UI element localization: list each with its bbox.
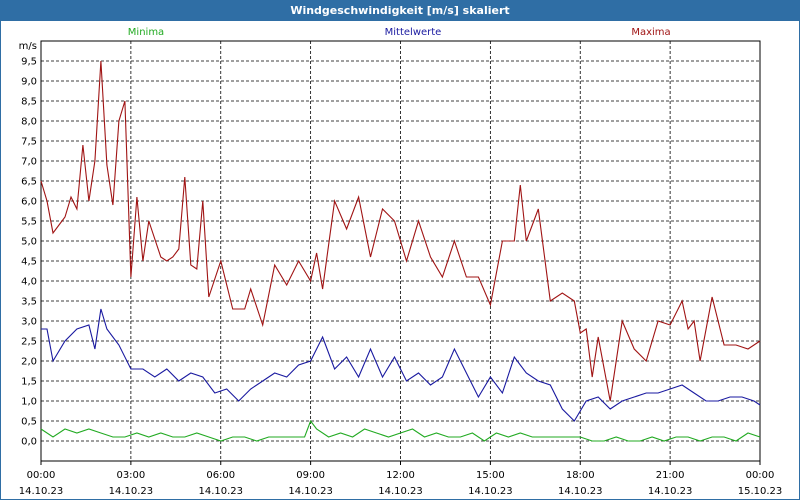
- y-tick-label: 4,0: [21, 277, 37, 288]
- x-tick-date: 14.10.23: [288, 486, 333, 497]
- y-tick-label: 9,5: [21, 57, 37, 68]
- y-tick-label: 8,5: [21, 97, 37, 108]
- y-tick-label: 6,5: [21, 177, 37, 188]
- x-tick-date: 14.10.23: [558, 486, 603, 497]
- x-tick-time: 06:00: [206, 470, 235, 481]
- series-line-mittelwerte: [41, 308, 761, 422]
- y-tick-label: 5,0: [21, 237, 37, 248]
- y-tick-label: 3,0: [21, 317, 37, 328]
- x-tick-time: 21:00: [656, 470, 685, 481]
- y-axis-label: m/s: [19, 41, 37, 52]
- y-tick-label: 5,5: [21, 217, 37, 228]
- x-tick-time: 00:00: [27, 470, 56, 481]
- y-tick-label: 4,5: [21, 257, 37, 268]
- y-tick-label: 9,0: [21, 77, 37, 88]
- x-tick-date: 14.10.23: [468, 486, 513, 497]
- x-tick-time: 03:00: [116, 470, 145, 481]
- y-tick-label: 2,0: [21, 357, 37, 368]
- y-tick-label: 2,5: [21, 337, 37, 348]
- x-tick-time: 00:00: [746, 470, 775, 481]
- y-tick-label: 8,0: [21, 117, 37, 128]
- x-tick-time: 12:00: [386, 470, 415, 481]
- x-tick-time: 18:00: [566, 470, 595, 481]
- series-line-minima: [40, 419, 761, 442]
- y-tick-label: 3,5: [21, 297, 37, 308]
- x-tick-time: 15:00: [476, 470, 505, 481]
- legend-mittelwerte: Mittelwerte: [385, 27, 442, 38]
- x-tick-date: 14.10.23: [198, 486, 243, 497]
- legend-maxima: Maxima: [631, 27, 670, 38]
- x-tick-date: 14.10.23: [109, 486, 154, 497]
- legend-minima: Minima: [128, 27, 164, 38]
- x-tick-date: 14.10.23: [378, 486, 423, 497]
- y-tick-label: 1,0: [21, 397, 37, 408]
- y-tick-label: 7,5: [21, 137, 37, 148]
- wind-speed-chart: 0,0 0,5 1,0 1,5 2,0 2,5 3,0 3,5 4,0 4,5 5,0 5,5 6,0 6…: [19, 27, 783, 497]
- x-tick-date: 15.10.23: [738, 486, 783, 497]
- chart-title: Windgeschwindigkeit [m/s] skaliert: [1, 1, 799, 21]
- x-tick-date: 14.10.23: [19, 486, 64, 497]
- y-tick-label: 6,0: [21, 197, 37, 208]
- y-tick-label: 0,5: [21, 417, 37, 428]
- y-tick-label: 7,0: [21, 157, 37, 168]
- series-line-maxima: [40, 60, 761, 402]
- x-tick-date: 14.10.23: [648, 486, 693, 497]
- y-tick-label: 0,0: [21, 437, 37, 448]
- y-tick-label: 1,5: [21, 377, 37, 388]
- x-tick-time: 09:00: [296, 470, 325, 481]
